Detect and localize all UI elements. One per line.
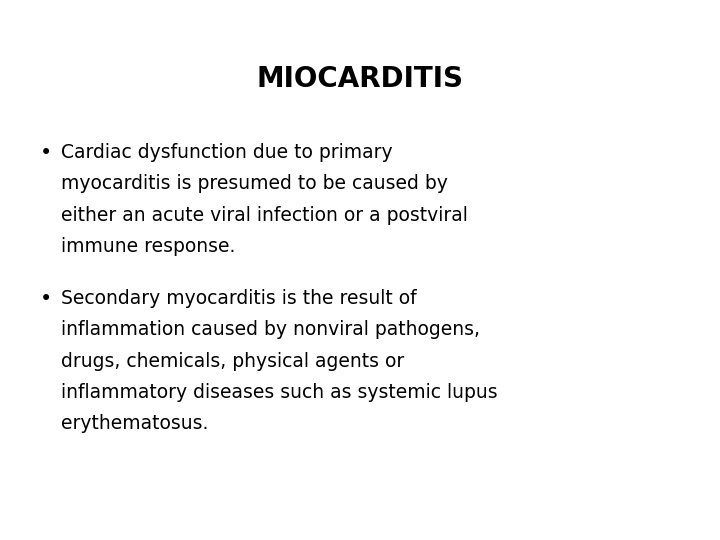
Text: Secondary myocarditis is the result of: Secondary myocarditis is the result of: [61, 289, 417, 308]
Text: myocarditis is presumed to be caused by: myocarditis is presumed to be caused by: [61, 174, 448, 193]
Text: drugs, chemicals, physical agents or: drugs, chemicals, physical agents or: [61, 352, 405, 370]
Text: MIOCARDITIS: MIOCARDITIS: [256, 65, 464, 93]
Text: Cardiac dysfunction due to primary: Cardiac dysfunction due to primary: [61, 143, 393, 162]
Text: •: •: [40, 289, 52, 309]
Text: inflammation caused by nonviral pathogens,: inflammation caused by nonviral pathogen…: [61, 320, 480, 339]
Text: immune response.: immune response.: [61, 237, 235, 256]
Text: •: •: [40, 143, 52, 163]
Text: erythematosus.: erythematosus.: [61, 414, 209, 433]
Text: inflammatory diseases such as systemic lupus: inflammatory diseases such as systemic l…: [61, 383, 498, 402]
Text: either an acute viral infection or a postviral: either an acute viral infection or a pos…: [61, 206, 468, 225]
